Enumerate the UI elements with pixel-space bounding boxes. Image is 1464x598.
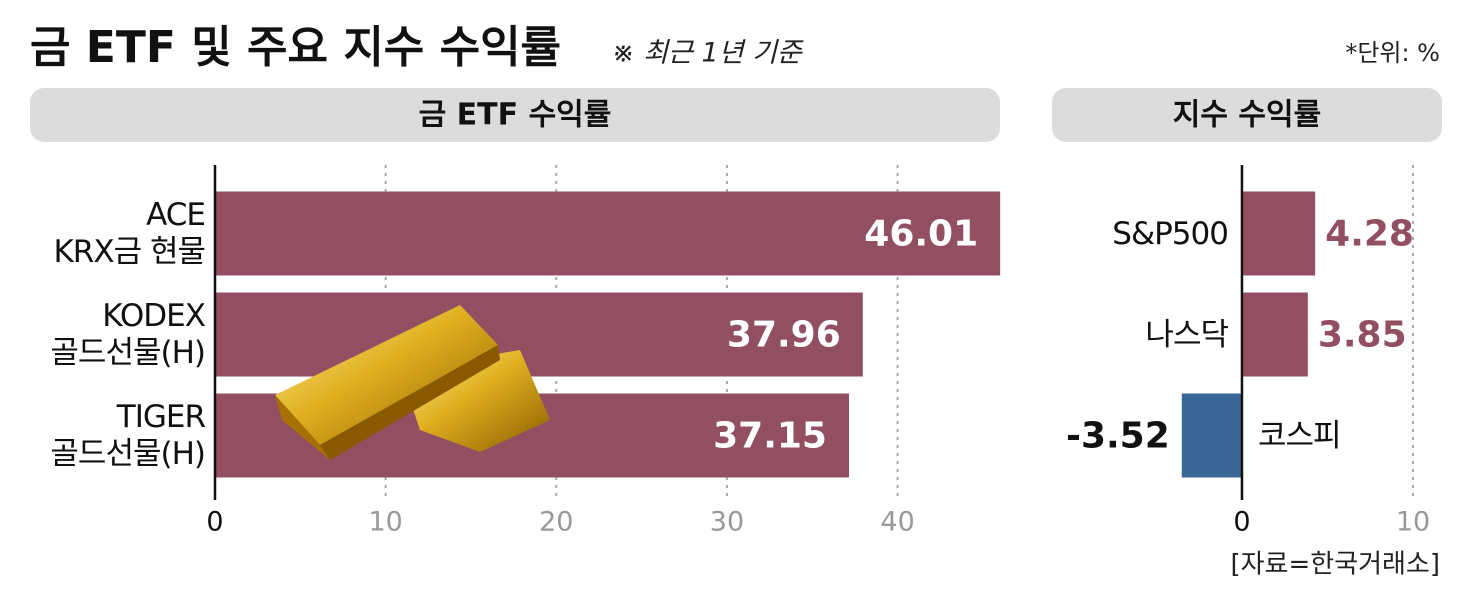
category-label: S&P500 [1112,215,1229,252]
x-tick-label: 0 [1233,507,1250,538]
category-label: TIGER 골드선물(H) [50,398,206,472]
bar [215,292,863,377]
section-header [30,88,1000,142]
value-label: 37.96 [727,315,841,356]
bar [1181,393,1242,478]
x-tick-label: 40 [880,507,914,538]
section-header [1052,88,1442,142]
bar [1241,292,1308,377]
chart-title: 지수 수익률 [1173,98,1321,133]
subtitle: ※ 최근 1년 기준 [612,38,804,69]
category-label: KODEX 골드선물(H) [50,297,206,371]
value-label: 37.15 [713,416,827,457]
x-tick-label: 20 [539,507,573,538]
x-tick-label: 10 [1396,507,1430,538]
source: [자료=한국거래소] [1230,550,1440,580]
x-tick-label: 30 [710,507,744,538]
value-label: 3.85 [1318,315,1407,356]
gold-bars-illustration [275,305,550,460]
unit-note: *단위: % [1345,39,1440,67]
value-label: 46.01 [864,214,978,255]
category-label: ACE KRX금 현물 [53,196,206,270]
bar [1241,191,1316,276]
x-tick-label: 0 [206,507,223,538]
category-label: 코스피 [1257,417,1342,454]
value-label: -3.52 [1066,416,1170,457]
category-label: 나스닥 [1145,316,1229,353]
chart-title: 금 ETF 수익률 [419,98,612,133]
page-title: 금 ETF 및 주요 지수 수익률 [30,22,561,73]
bar [215,191,1001,276]
x-tick-label: 10 [368,507,402,538]
value-label: 4.28 [1325,214,1414,255]
